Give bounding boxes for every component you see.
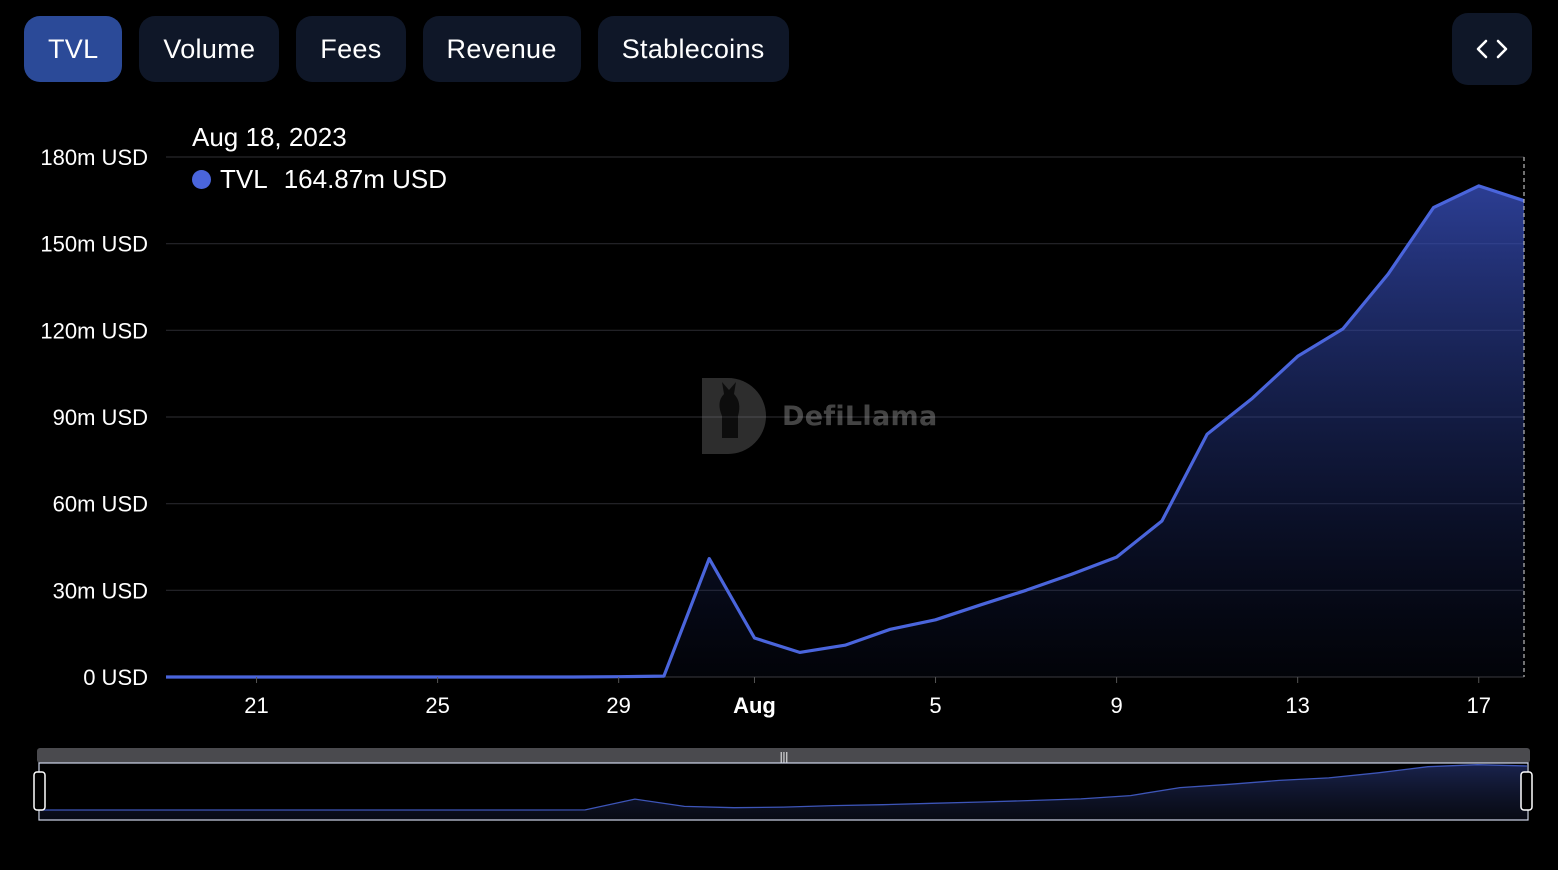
zoom-bar (37, 748, 1530, 763)
y-tick-label: 150m USD (40, 232, 148, 257)
tab-stablecoins[interactable]: Stablecoins (597, 16, 789, 82)
watermark: DefiLlama (698, 376, 937, 456)
x-tick-label: 21 (244, 693, 268, 718)
y-tick-label: 0 USD (83, 665, 148, 690)
watermark-text: DefiLlama (782, 400, 938, 432)
chart-tabs: TVL Volume Fees Revenue Stablecoins (24, 16, 789, 82)
zoom-grip: ||| (780, 751, 789, 763)
series-dot (192, 170, 211, 189)
y-tick-label: 120m USD (40, 318, 148, 343)
x-tick-label: 13 (1285, 693, 1309, 718)
embed-button[interactable] (1452, 13, 1532, 85)
x-tick-label: 9 (1110, 693, 1122, 718)
zoom-line (40, 764, 1528, 811)
tab-tvl[interactable]: TVL (24, 16, 123, 82)
tooltip-series-name: TVL (220, 164, 268, 194)
tvl-area-fill (166, 185, 1524, 677)
code-icon (1476, 39, 1508, 59)
x-axis-ticks: 21 25 29 Aug 5 9 13 17 (244, 677, 1491, 718)
x-tick-label: 17 (1466, 693, 1490, 718)
tooltip-date: Aug 18, 2023 (192, 122, 347, 152)
tab-revenue[interactable]: Revenue (422, 16, 581, 82)
tooltip-row: TVL 164.87m USD (192, 164, 447, 195)
y-axis-ticks: 0 USD 30m USD 60m USD 90m USD 120m USD 150m U… (40, 145, 148, 690)
zoom-area (40, 764, 1527, 820)
x-tick-label: 29 (606, 693, 630, 718)
x-tick-label: 25 (425, 693, 449, 718)
tvl-series-line (166, 184, 1525, 679)
y-tick-label: 180m USD (40, 145, 148, 170)
tooltip-value: 164.87m USD (283, 164, 447, 194)
zoom-handle-right[interactable] (1520, 771, 1533, 811)
x-tick-label: Aug (733, 693, 776, 718)
zoom-slider[interactable]: ||| (33, 748, 1533, 821)
y-tick-label: 60m USD (53, 492, 148, 517)
y-tick-label: 90m USD (53, 405, 148, 430)
y-tick-label: 30m USD (53, 578, 148, 603)
zoom-handle-left[interactable] (33, 771, 46, 811)
x-tick-label: 5 (929, 693, 941, 718)
tab-fees[interactable]: Fees (296, 16, 406, 82)
tab-volume[interactable]: Volume (139, 16, 280, 82)
llama-logo (702, 378, 766, 454)
